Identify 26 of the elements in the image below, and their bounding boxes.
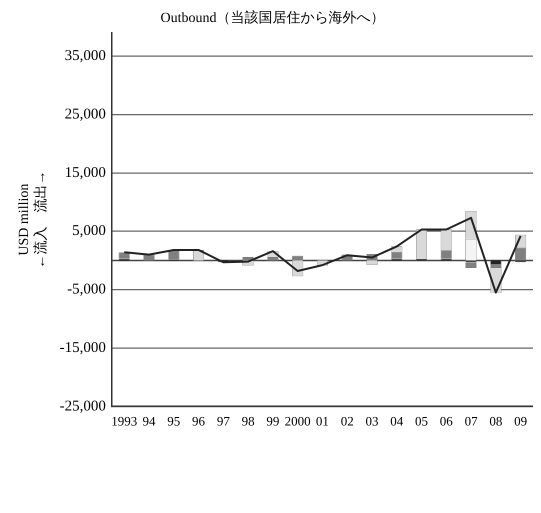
x-tick-label: 02 [340,414,354,429]
chart-title: Outbound（当該国居住から海外へ） [160,10,384,26]
x-tick-label: 1993 [111,414,138,429]
y-tick-label: -5,000 [67,282,106,298]
y-tick-label: -25,000 [60,398,106,414]
x-tick-label: 09 [514,414,528,429]
x-tick-label: 06 [440,414,454,429]
x-tick-label: 03 [365,414,378,429]
y-tick-label: 5,000 [72,223,106,240]
x-tick-label: 04 [390,414,404,429]
x-tick-label: 97 [216,414,230,429]
x-tick-label: 05 [415,414,428,429]
x-tick-label: 96 [192,414,206,429]
y-tick-label: -15,000 [60,340,106,356]
y-tick-label: 35,000 [64,48,106,64]
y-axis-title: USD million ←流入 流出→ [17,170,49,269]
x-tick-label: 95 [167,414,180,429]
x-tick-label: 99 [266,414,280,429]
x-tick-label: 98 [242,414,255,429]
x-tick-label: 08 [489,414,502,429]
x-tick-label: 01 [316,414,329,429]
x-tick-label: 94 [142,414,156,429]
y-tick-label: 15,000 [64,164,106,181]
x-tick-label: 07 [464,414,478,429]
y-tick-label: 25,000 [64,106,106,122]
x-tick-label: 2000 [284,414,311,429]
